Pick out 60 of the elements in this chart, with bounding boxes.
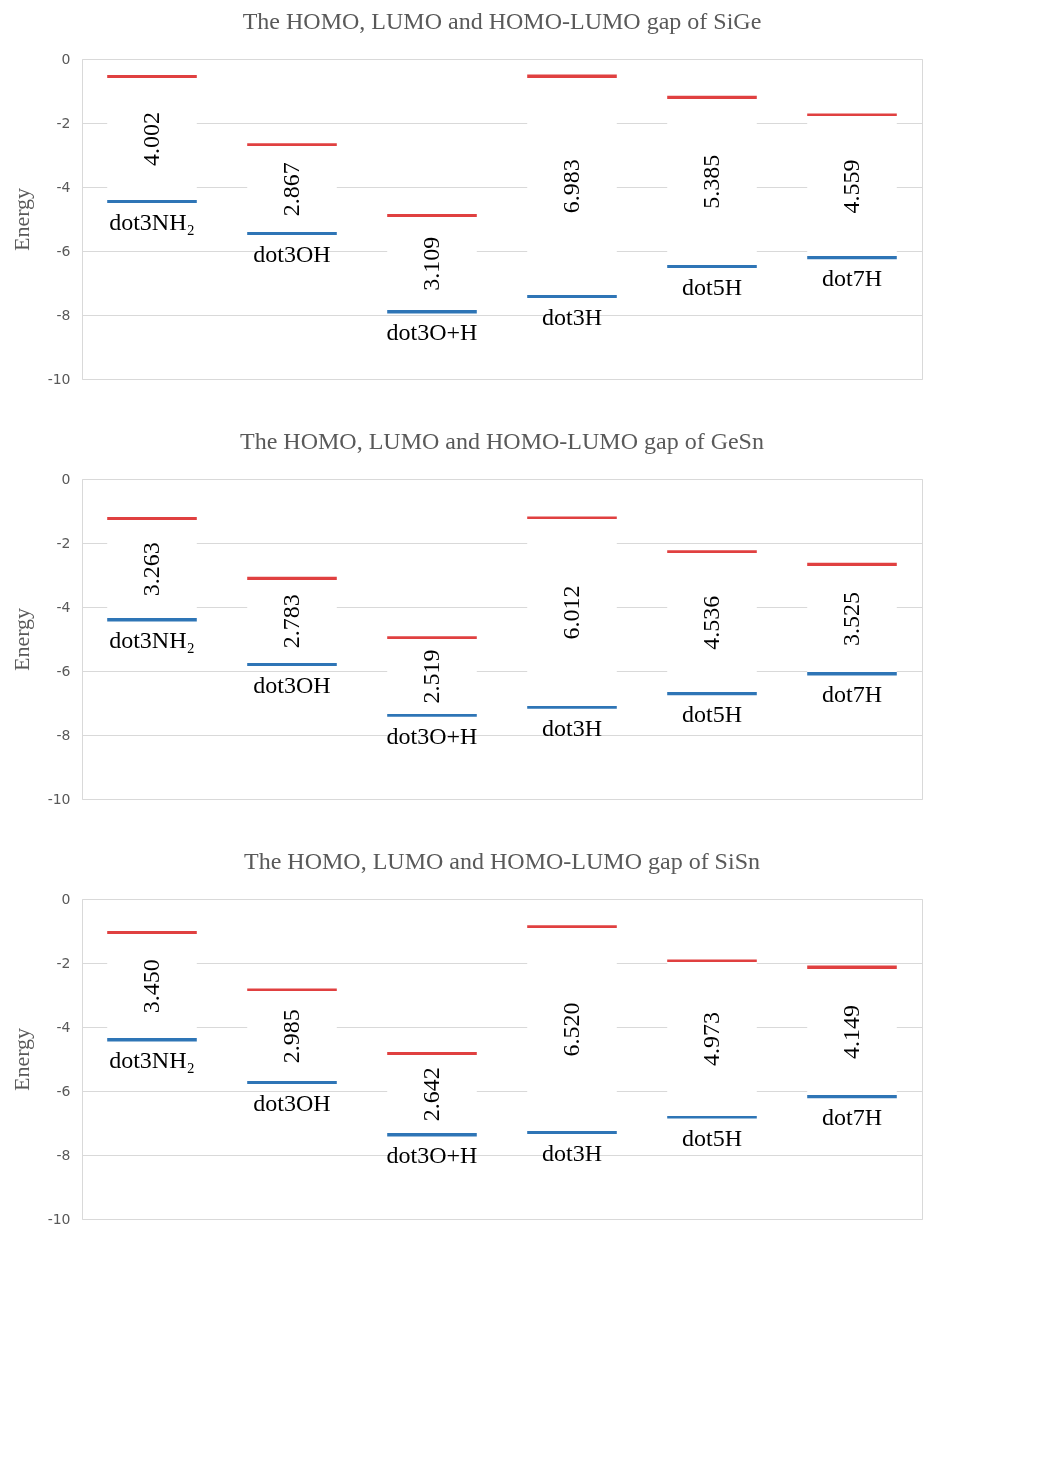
annotation: dot7H xyxy=(822,265,882,292)
y-tick-label: -8 xyxy=(56,306,71,323)
data-label: 4.536 xyxy=(698,595,724,650)
annotation: dot3OH xyxy=(253,241,331,267)
data-label: 6.012 xyxy=(558,585,584,640)
data-label: 5.385 xyxy=(698,154,724,209)
y-tick-label: -10 xyxy=(47,370,71,387)
annotation: dot3NH₂ xyxy=(109,209,195,235)
annotation: dot5H xyxy=(682,273,742,300)
y-tick-label: -2 xyxy=(56,954,71,971)
y-tick-label: 0 xyxy=(61,50,71,67)
annotation: dot3NH₂ xyxy=(109,1047,195,1074)
data-label: 3.109 xyxy=(418,236,444,291)
y-axis-title: Energy xyxy=(8,1027,34,1092)
data-label: 2.519 xyxy=(418,649,444,704)
data-label: 2.642 xyxy=(418,1067,444,1122)
annotation: dot3O+H xyxy=(386,319,478,346)
annotation: dot5H xyxy=(682,1124,742,1151)
y-tick-label: -10 xyxy=(47,790,71,807)
y-tick-label: -2 xyxy=(56,534,71,551)
y-tick-label: -2 xyxy=(56,114,71,131)
y-tick-label: -4 xyxy=(56,178,71,195)
data-label: 4.002 xyxy=(138,111,164,166)
data-label: 2.783 xyxy=(278,594,304,649)
y-axis-title: Energy xyxy=(8,187,34,252)
annotation: dot3NH₂ xyxy=(109,627,195,654)
chart-title: The HOMO, LUMO and HOMO-LUMO gap of SiGe xyxy=(242,8,762,34)
y-tick-label: -8 xyxy=(56,1146,71,1163)
y-tick-label: -4 xyxy=(56,598,71,615)
y-tick-label: 0 xyxy=(61,470,71,487)
data-label: 3.263 xyxy=(138,542,164,597)
data-label: 4.149 xyxy=(838,1004,864,1059)
y-tick-label: -4 xyxy=(56,1018,71,1035)
data-label: 2.867 xyxy=(278,162,304,217)
y-tick-label: -6 xyxy=(56,242,71,259)
chart-title: The HOMO, LUMO and HOMO-LUMO gap of SiSn xyxy=(244,848,760,874)
y-tick-label: -6 xyxy=(56,662,71,679)
data-label: 4.559 xyxy=(838,159,864,214)
annotation: dot3H xyxy=(542,304,602,331)
y-tick-label: 0 xyxy=(61,890,71,907)
chart-title: The HOMO, LUMO and HOMO-LUMO gap of GeSn xyxy=(240,428,764,454)
annotation: dot3OH xyxy=(253,1089,331,1116)
annotation: dot3OH xyxy=(253,671,331,698)
data-label: 6.520 xyxy=(558,1002,584,1057)
annotation: dot7H xyxy=(822,681,882,708)
y-tick-label: -6 xyxy=(56,1082,71,1099)
y-tick-label: -10 xyxy=(47,1210,71,1227)
annotation: dot7H xyxy=(822,1104,882,1131)
annotation: dot3O+H xyxy=(386,722,478,749)
annotation: dot3H xyxy=(542,1139,602,1166)
y-axis-title: Energy xyxy=(8,607,34,672)
data-label: 2.985 xyxy=(278,1009,304,1064)
annotation: dot5H xyxy=(682,701,742,728)
data-label: 3.525 xyxy=(838,592,864,647)
data-label: 4.973 xyxy=(698,1011,724,1066)
data-label: 6.983 xyxy=(558,159,584,214)
annotation: dot3H xyxy=(542,714,602,741)
y-tick-label: -8 xyxy=(56,726,71,743)
annotation: dot3O+H xyxy=(386,1142,478,1169)
data-label: 3.450 xyxy=(138,959,164,1014)
